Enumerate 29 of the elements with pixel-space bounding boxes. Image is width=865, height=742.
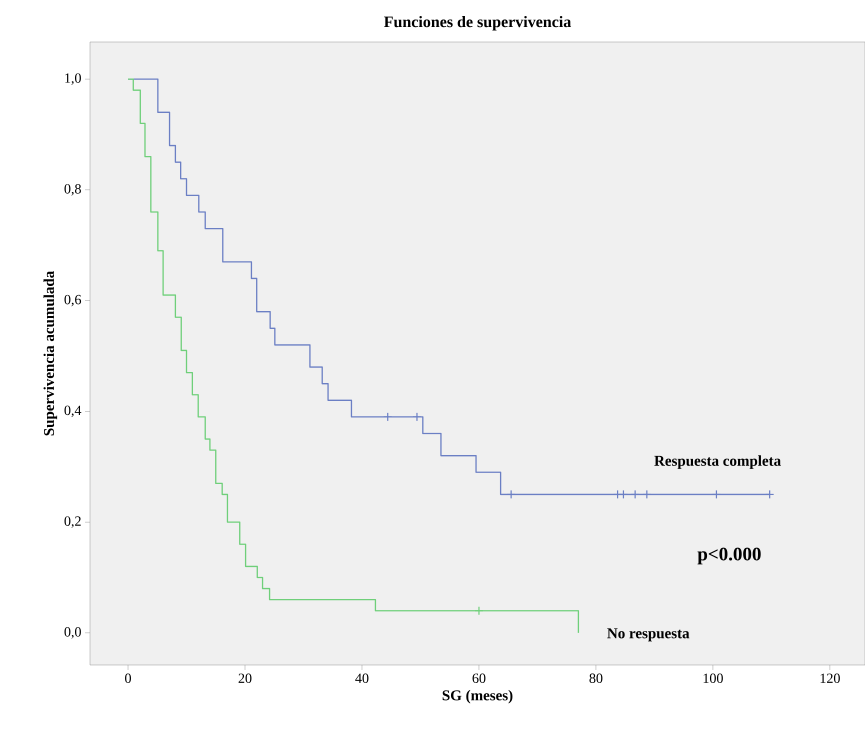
x-tick-label: 80: [589, 674, 602, 683]
point: [612, 490, 622, 500]
point: [412, 412, 422, 422]
y-tick-label: 0,8: [64, 184, 81, 196]
point: [506, 490, 516, 500]
point: [618, 490, 628, 500]
y-tick-label: 0,6: [64, 294, 82, 306]
x-axis-title: SG (meses): [442, 690, 512, 704]
series-label: Respuesta completa: [654, 455, 781, 469]
point: [712, 490, 722, 500]
y-tick-label: 0,2: [64, 516, 81, 528]
series-label: No respuesta: [607, 628, 690, 642]
x-tick-label: 20: [238, 674, 252, 683]
x-tick-label: 60: [472, 674, 486, 683]
point: [383, 412, 392, 422]
x-tick-label: 120: [820, 674, 840, 683]
x-tick-label: 40: [355, 674, 368, 683]
point: [630, 490, 640, 500]
y-tick-label: 1,0: [65, 73, 81, 85]
y-axis-title: Supervivencia acumulada: [44, 271, 58, 436]
point: [474, 606, 484, 616]
point: [642, 490, 652, 500]
point: [765, 490, 774, 500]
y-tick-label: 0,4: [64, 406, 82, 418]
y-tick-label: 0,0: [64, 627, 81, 639]
x-tick-label: 0: [125, 674, 131, 683]
chart-title: Funciones de supervivencia: [384, 16, 572, 30]
annotation: p<0.000: [698, 548, 761, 564]
x-tick-label: 100: [704, 674, 723, 683]
